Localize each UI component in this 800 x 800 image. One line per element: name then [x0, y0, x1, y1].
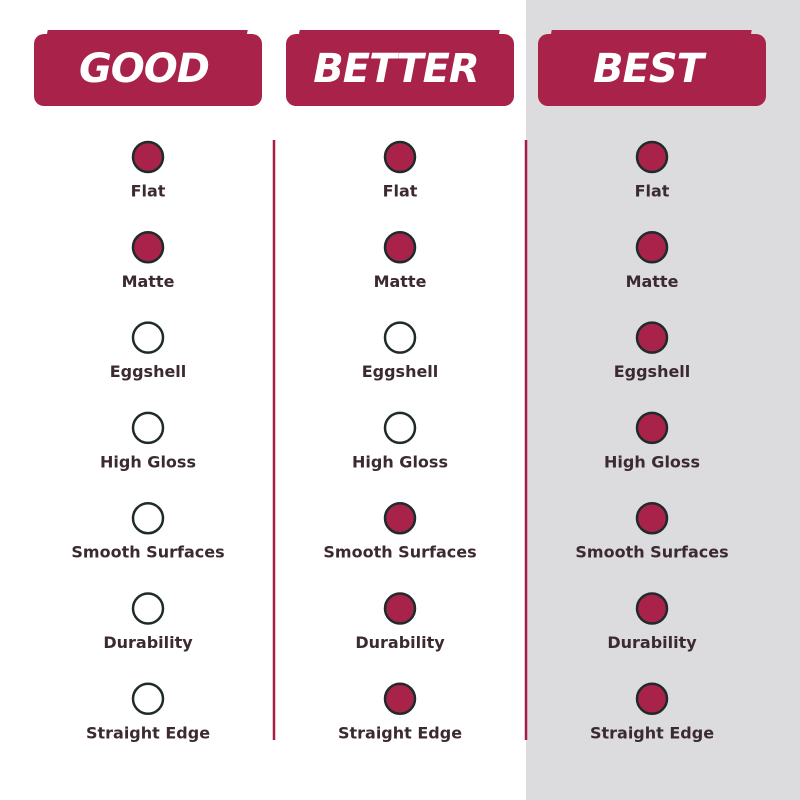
- feature-label: Eggshell: [362, 362, 439, 381]
- banner-brush: [298, 30, 500, 38]
- feature-label: High Gloss: [100, 452, 196, 471]
- feature-label: High Gloss: [352, 452, 448, 471]
- feature-indicator: [383, 140, 417, 174]
- feature-indicator: [131, 231, 165, 264]
- feature-label: Durability: [607, 633, 697, 652]
- feature-indicator: [131, 501, 165, 535]
- feature-label: Straight Edge: [590, 723, 714, 742]
- header-banner: [34, 34, 262, 106]
- feature-label: Durability: [355, 633, 445, 652]
- header-banner: [538, 34, 766, 106]
- feature-indicator: [131, 411, 165, 445]
- feature-label: Flat: [131, 182, 166, 201]
- feature-indicator: [635, 592, 669, 625]
- feature-label: Eggshell: [614, 362, 691, 381]
- feature-indicator: [635, 231, 669, 264]
- feature-label: Matte: [626, 272, 679, 291]
- feature-indicator: [635, 140, 669, 174]
- feature-indicator: [635, 682, 669, 716]
- column-title: BEST: [593, 46, 707, 92]
- feature-indicator: [383, 231, 417, 264]
- feature-label: Matte: [122, 272, 175, 291]
- feature-indicator: [131, 592, 165, 625]
- feature-label: Straight Edge: [86, 723, 210, 742]
- feature-label: Smooth Surfaces: [71, 543, 224, 562]
- column-title: BETTER: [313, 46, 478, 92]
- feature-indicator: [383, 682, 417, 716]
- feature-indicator: [635, 411, 669, 445]
- column-title: GOOD: [79, 46, 209, 92]
- feature-label: Smooth Surfaces: [575, 543, 728, 562]
- banner-brush: [550, 30, 752, 38]
- feature-label: Flat: [383, 182, 418, 201]
- feature-indicator: [635, 321, 669, 354]
- feature-label: Eggshell: [110, 362, 187, 381]
- feature-indicator: [635, 501, 669, 535]
- feature-label: Smooth Surfaces: [323, 543, 476, 562]
- header-banner: [286, 34, 514, 106]
- feature-label: Flat: [635, 182, 670, 201]
- feature-label: High Gloss: [604, 452, 700, 471]
- feature-indicator: [131, 140, 165, 174]
- highlight-background: [526, 0, 800, 800]
- feature-indicator: [383, 321, 417, 354]
- banner-brush: [46, 30, 248, 38]
- feature-indicator: [383, 411, 417, 445]
- feature-indicator: [131, 321, 165, 354]
- feature-label: Durability: [103, 633, 193, 652]
- feature-label: Straight Edge: [338, 723, 462, 742]
- feature-label: Matte: [374, 272, 427, 291]
- feature-indicator: [383, 501, 417, 535]
- feature-indicator: [131, 682, 165, 716]
- feature-indicator: [383, 592, 417, 625]
